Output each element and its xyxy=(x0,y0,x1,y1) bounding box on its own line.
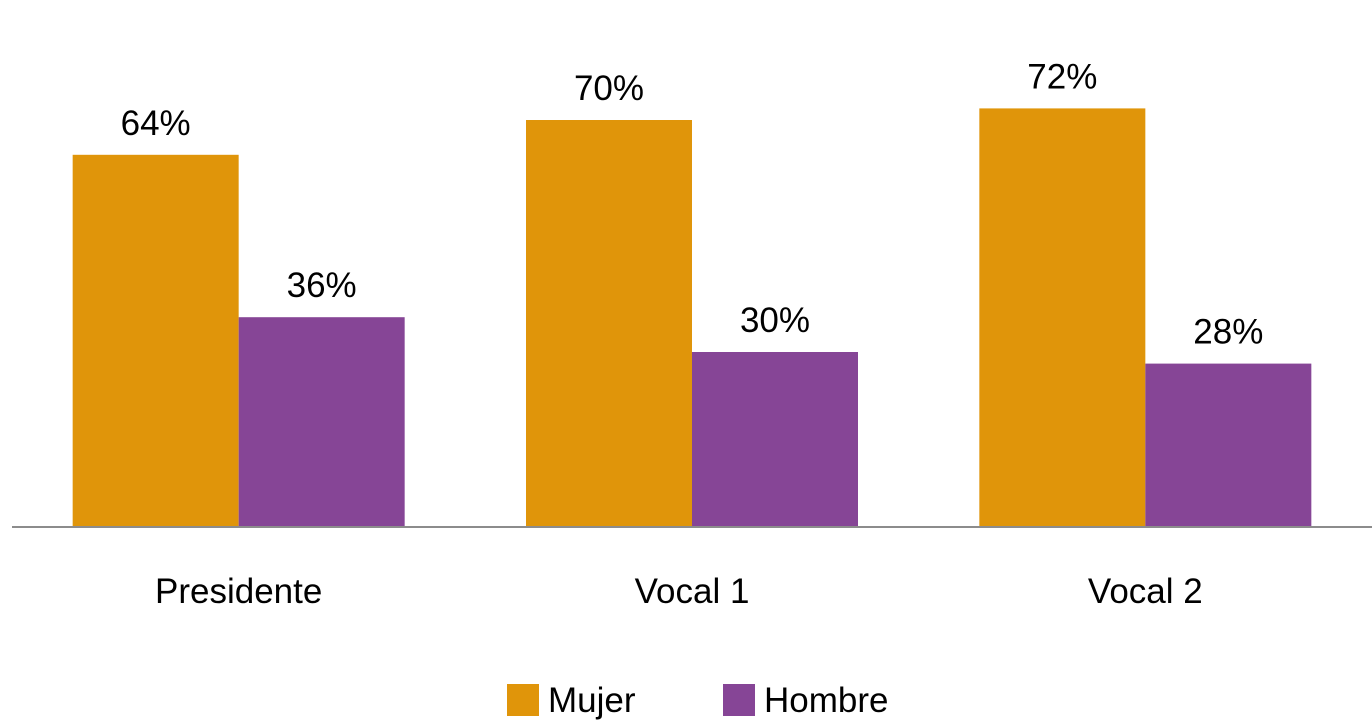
category-label-presidente: Presidente xyxy=(155,572,322,611)
bar-mujer-presidente xyxy=(72,154,239,527)
category-label-vocal-1: Vocal 1 xyxy=(635,572,750,611)
data-label-hombre-presidente: 36% xyxy=(287,266,357,305)
legend-swatch-hombre xyxy=(723,684,755,716)
bar-mujer-vocal-2 xyxy=(979,108,1146,527)
legend: Mujer Hombre xyxy=(507,681,888,720)
data-labels-layer: 64% 36% 70% 30% 72% 28% xyxy=(121,57,1264,351)
legend-label-mujer: Mujer xyxy=(548,681,636,720)
data-label-hombre-vocal-2: 28% xyxy=(1193,313,1263,352)
legend-label-hombre: Hombre xyxy=(764,681,888,720)
data-label-hombre-vocal-1: 30% xyxy=(740,301,810,340)
bar-hombre-presidente xyxy=(238,317,405,526)
category-tick-labels: Presidente Vocal 1 Vocal 2 xyxy=(155,572,1203,611)
bar-mujer-vocal-1 xyxy=(526,120,692,526)
category-label-vocal-2: Vocal 2 xyxy=(1088,572,1203,611)
legend-swatch-mujer xyxy=(507,684,539,716)
bar-hombre-vocal-2 xyxy=(1145,363,1312,526)
bars-layer xyxy=(72,108,1312,527)
data-label-mujer-vocal-1: 70% xyxy=(574,69,644,108)
data-label-mujer-vocal-2: 72% xyxy=(1027,57,1097,96)
bar-hombre-vocal-1 xyxy=(692,352,858,526)
data-label-mujer-presidente: 64% xyxy=(121,104,191,143)
